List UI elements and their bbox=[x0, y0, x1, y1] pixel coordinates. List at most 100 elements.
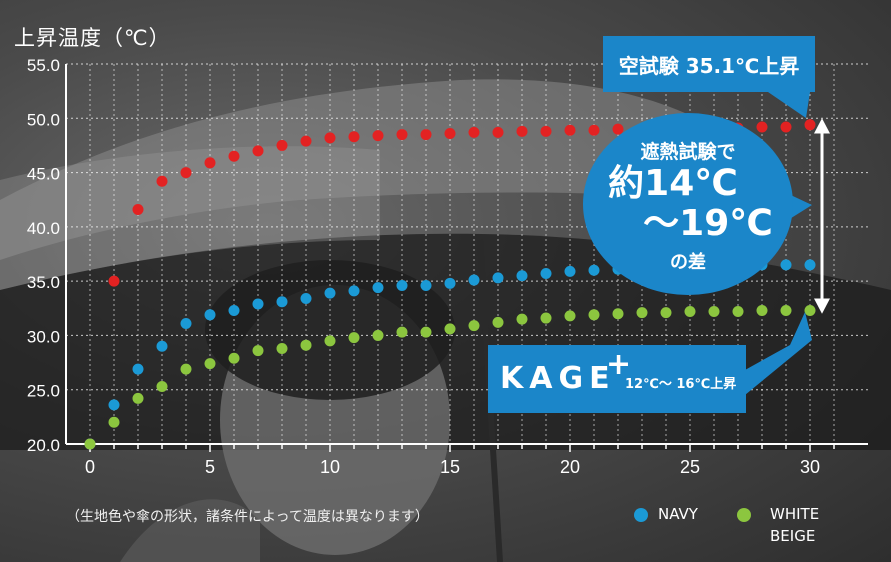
data-point bbox=[156, 340, 168, 352]
data-point bbox=[396, 326, 408, 338]
data-point bbox=[516, 125, 528, 137]
arrow-head-down bbox=[814, 298, 830, 314]
legend-white-label: WHITE bbox=[770, 505, 820, 523]
data-point bbox=[804, 119, 816, 131]
y-tick-label: 50.0 bbox=[27, 110, 60, 129]
footnote: （生地色や傘の形状，諸条件によって温度は異なります） bbox=[66, 509, 429, 525]
data-point bbox=[132, 203, 144, 215]
bubble-line4: の差 bbox=[670, 252, 706, 273]
data-point bbox=[468, 320, 480, 332]
blank-test-text: 空試験 35.1℃上昇 bbox=[618, 53, 800, 78]
y-tick-label: 40.0 bbox=[27, 219, 60, 238]
data-point bbox=[708, 306, 720, 318]
data-point bbox=[780, 259, 792, 271]
data-point bbox=[348, 285, 360, 297]
data-point bbox=[348, 332, 360, 344]
data-point bbox=[492, 272, 504, 284]
data-point bbox=[108, 399, 120, 411]
data-point bbox=[780, 121, 792, 133]
data-point bbox=[252, 345, 264, 357]
y-tick-label: 45.0 bbox=[27, 165, 60, 184]
data-point bbox=[108, 416, 120, 428]
x-tick-label: 5 bbox=[205, 457, 215, 477]
data-point bbox=[372, 282, 384, 294]
legend-navy-label: NAVY bbox=[658, 505, 698, 523]
data-point bbox=[84, 438, 96, 450]
legend-navy-dot bbox=[634, 508, 648, 522]
data-point bbox=[276, 139, 288, 151]
data-point bbox=[468, 126, 480, 138]
x-tick-label: 30 bbox=[800, 457, 820, 477]
data-point bbox=[228, 304, 240, 316]
y-tick-label: 25.0 bbox=[27, 382, 60, 401]
data-point bbox=[732, 306, 744, 318]
bubble-line1: 遮熱試験で bbox=[640, 141, 736, 163]
kage-brand: KAGE bbox=[500, 361, 616, 396]
data-point bbox=[420, 326, 432, 338]
data-point bbox=[588, 124, 600, 136]
data-point bbox=[540, 268, 552, 280]
data-point bbox=[660, 307, 672, 319]
data-point bbox=[564, 310, 576, 322]
data-point bbox=[756, 121, 768, 133]
difference-arrow bbox=[814, 118, 830, 314]
data-point bbox=[636, 307, 648, 319]
data-point bbox=[108, 275, 120, 287]
difference-bubble: 遮熱試験で 約14℃ ～19℃ の差 bbox=[583, 113, 793, 295]
data-point bbox=[348, 131, 360, 143]
data-point bbox=[756, 304, 768, 316]
data-point bbox=[156, 380, 168, 392]
x-tick-label: 25 bbox=[680, 457, 700, 477]
data-point bbox=[804, 304, 816, 316]
data-point bbox=[588, 264, 600, 276]
data-point bbox=[372, 130, 384, 142]
data-point bbox=[204, 309, 216, 321]
data-point bbox=[444, 127, 456, 139]
data-point bbox=[324, 132, 336, 144]
legend-white-beige-dot bbox=[737, 508, 751, 522]
data-point bbox=[204, 157, 216, 169]
data-point bbox=[132, 363, 144, 375]
data-point bbox=[324, 287, 336, 299]
data-point bbox=[492, 316, 504, 328]
data-point bbox=[420, 279, 432, 291]
data-point bbox=[300, 135, 312, 147]
bubble-line3: ～19℃ bbox=[643, 203, 773, 244]
data-point bbox=[420, 129, 432, 141]
data-point bbox=[300, 339, 312, 351]
data-point bbox=[228, 352, 240, 364]
data-point bbox=[612, 308, 624, 320]
data-point bbox=[252, 145, 264, 157]
x-tick-label: 0 bbox=[85, 457, 95, 477]
data-point bbox=[180, 363, 192, 375]
bubble-line2: 約14℃ bbox=[608, 163, 738, 204]
data-point bbox=[396, 279, 408, 291]
x-tick-label: 20 bbox=[560, 457, 580, 477]
data-point bbox=[324, 335, 336, 347]
x-tick-label: 10 bbox=[320, 457, 340, 477]
data-point bbox=[540, 125, 552, 137]
data-point bbox=[684, 306, 696, 318]
data-point bbox=[516, 270, 528, 282]
data-point bbox=[612, 123, 624, 135]
data-point bbox=[492, 126, 504, 138]
data-point bbox=[180, 317, 192, 329]
data-point bbox=[564, 265, 576, 277]
y-axis-label: 上昇温度（℃） bbox=[14, 26, 171, 50]
data-point bbox=[516, 313, 528, 325]
data-point bbox=[276, 342, 288, 354]
x-tick-label: 15 bbox=[440, 457, 460, 477]
kage-callout: KAGE + 12℃～ 16℃上昇 bbox=[488, 345, 746, 413]
axes: 20.0 25.0 30.0 35.0 40.0 45.0 50.0 55.0 0 5 10 15 20… bbox=[27, 56, 868, 477]
legend-beige-label: BEIGE bbox=[770, 527, 816, 545]
data-point bbox=[156, 175, 168, 187]
data-point bbox=[804, 259, 816, 271]
data-point bbox=[372, 329, 384, 341]
data-point bbox=[540, 312, 552, 324]
data-point bbox=[444, 277, 456, 289]
data-point bbox=[252, 298, 264, 310]
y-tick-label: 55.0 bbox=[27, 56, 60, 75]
data-point bbox=[132, 392, 144, 404]
data-point bbox=[180, 167, 192, 179]
